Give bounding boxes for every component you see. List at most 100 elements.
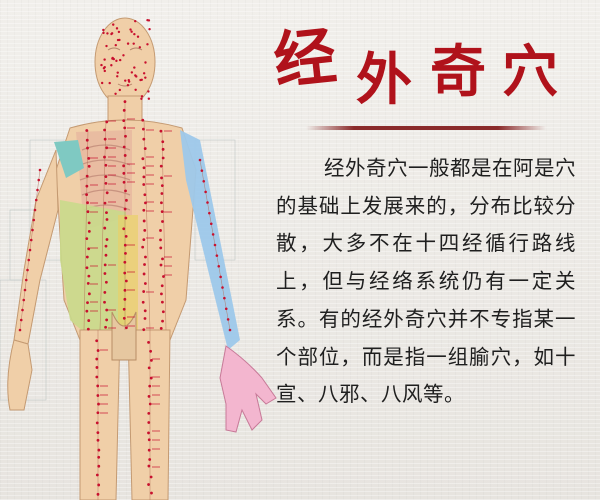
acupoint-dot [103,272,107,275]
acupoint-dot [103,300,106,304]
acupoint-dot [95,339,99,343]
acupoint-dot [223,296,226,300]
acupoint-dot [159,238,162,242]
acupoint-dot [228,328,232,332]
acupoint-dot [108,81,111,85]
acupoint-dot [160,176,163,180]
acupoint-dot [123,288,127,292]
acupoint-dot [143,263,146,266]
acupoint-dot [123,260,127,264]
acupoint-dot [124,235,128,238]
acupoint-dot [27,258,31,262]
acupoint-dot [147,438,151,442]
acupoint-dot [143,228,147,232]
acupoint-dot [23,288,27,292]
acupoint-dot [224,307,228,311]
acupoint-dot [141,300,145,304]
acupoint-dot [211,233,215,236]
acupoint-dot [219,275,222,279]
acupoint-dot [142,166,146,170]
acupoint-dot [161,220,164,223]
acupoint-dot [103,128,106,132]
acupoint-dot [102,67,106,70]
acupoint-dot [142,219,146,223]
acupoint-dot [85,237,89,241]
acupoint-dot [34,198,38,202]
acupoint-dot [124,134,127,138]
acupoint-dot [95,375,99,379]
acupoint-dot [116,38,120,42]
acupoint-dot [208,211,211,215]
acupoint-dot [141,118,145,122]
acupoint-dot [97,448,101,452]
acupoint-dot [122,171,126,175]
acupoint-dot [144,61,147,64]
acupoint-dot [126,83,130,87]
acupoint-dot [159,263,163,267]
acupoint-dot [209,222,213,226]
acupoint-dot [226,318,230,321]
title-char-3: 奇 [430,39,486,105]
acupoint-dot [87,164,91,168]
title: 经 外 奇 穴 [268,19,588,137]
acupoint-dot [122,316,126,320]
acupoint-dot [96,438,100,442]
acupoint-dot [122,164,126,168]
acupoint-dot [100,63,103,67]
acupoint-dot [96,384,100,388]
acupoint-dot [86,201,89,205]
acupoint-dot [103,137,107,141]
acupoint-dot [112,23,115,26]
acupoint-dot [21,308,24,312]
acupoint-dot [115,59,118,63]
acupoint-dot [115,27,119,30]
acupoint-dot [160,192,164,195]
acupoint-dot [19,318,23,322]
acupoint-dot [125,198,128,202]
acupoint-dot [87,230,91,233]
acupoint-dot [124,216,128,220]
acupoint-dot [159,129,163,133]
acupoint-dot [116,71,119,74]
acupoint-dot [111,57,114,60]
acupoint-dot [159,326,163,330]
acupoint-dot [122,108,126,112]
acupoint-dot [144,76,147,79]
acupoint-dot [123,243,127,247]
acupoint-dot [103,291,107,294]
body-silhouette [7,17,277,500]
acupoint-dot [87,221,91,225]
acupoint-dot [114,43,117,47]
acupuncture-body-chart [0,17,277,500]
acupoint-dot [114,92,117,96]
acupoint-dot [149,358,153,362]
acupoint-dot [142,290,146,293]
acupoint-dot [132,42,135,45]
acupoint-dot [146,43,149,46]
acupoint-dot [143,147,147,150]
acupoint-dot [129,28,132,31]
acupoint-dot [104,280,108,284]
acupoint-dot [37,178,41,182]
acupoint-dot [95,421,99,425]
acupoint-dot [125,326,128,330]
acupoint-dot [86,327,90,331]
acupoint-dot [85,193,88,197]
acupoint-dot [105,146,109,150]
acupoint-dot [221,286,224,289]
acupoint-dot [87,292,91,296]
body-paragraph-text: 经外奇穴一般都是在阿是穴的基础上发展来的，分布比较分散，大多不在十四经循行路线上… [276,156,576,407]
acupoint-dot [124,252,127,255]
acupoint-dot [147,483,150,486]
acupoint-dot [105,238,109,241]
acupoint-dot [96,394,100,397]
acupoint-dot [123,100,127,104]
acupoint-dot [142,328,146,332]
acupoint-dot [134,88,137,91]
acupoint-dot [202,179,206,183]
acupoint-dot [31,228,34,232]
acupoint-dot [141,157,145,161]
acupoint-dot [123,154,127,157]
acupoint-dot [100,81,104,85]
acupoint-dot [130,30,133,33]
